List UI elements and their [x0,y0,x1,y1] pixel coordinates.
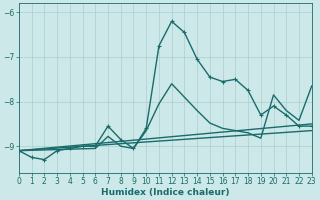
X-axis label: Humidex (Indice chaleur): Humidex (Indice chaleur) [101,188,229,197]
